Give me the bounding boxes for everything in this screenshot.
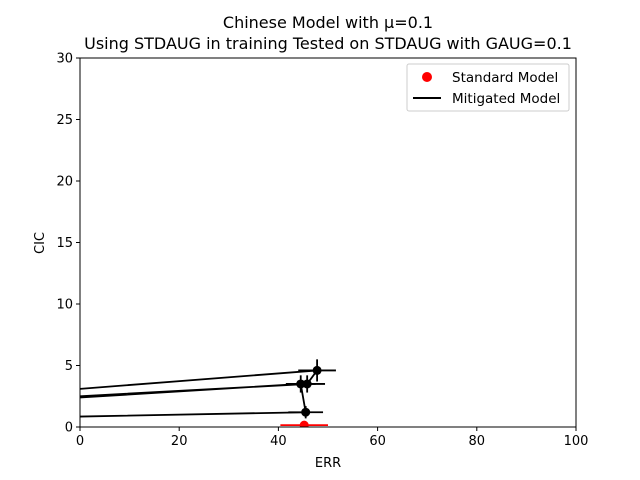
legend: Standard Model Mitigated Model — [406, 63, 570, 112]
axes: 0 20 40 60 80 100 0 5 10 15 20 25 30 — [56, 52, 588, 450]
x-tick-label-4: 80 — [469, 434, 486, 449]
y-tick-label-2: 10 — [56, 298, 73, 313]
mitigated-point-2 — [302, 379, 312, 389]
mitigated-point-0 — [301, 407, 311, 417]
mitigated-point-1 — [296, 379, 306, 389]
plot-area — [80, 359, 336, 427]
x-axis-label: ERR — [315, 456, 341, 471]
y-tick-label-6: 30 — [56, 52, 73, 67]
y-axis-label: CIC — [33, 232, 48, 254]
chart-subtitle: Using STDAUG in training Tested on STDAU… — [84, 34, 572, 53]
x-tick-label-2: 40 — [270, 434, 287, 449]
x-tick-label-3: 60 — [369, 434, 386, 449]
legend-standard-label: Standard Model — [452, 70, 558, 86]
y-tick-label-3: 15 — [56, 236, 73, 251]
legend-mitigated-label: Mitigated Model — [452, 91, 560, 107]
y-tick-label-1: 5 — [65, 359, 73, 374]
x-tick-label-0: 0 — [76, 434, 84, 449]
y-tick-label-4: 20 — [56, 175, 73, 190]
axes-frame — [79, 57, 577, 428]
standard-point-0 — [299, 420, 309, 427]
y-tick-label-5: 25 — [56, 113, 73, 128]
legend-box — [406, 63, 570, 112]
chart-title: Chinese Model with μ=0.1 — [223, 13, 433, 32]
x-tick-label-5: 100 — [564, 434, 589, 449]
x-tick-label-1: 20 — [171, 434, 188, 449]
plot-content — [80, 359, 336, 427]
legend-standard-marker — [422, 72, 432, 82]
mitigated-point-3 — [312, 365, 322, 375]
mitigated-line — [80, 369, 319, 418]
y-tick-label-0: 0 — [65, 421, 73, 436]
